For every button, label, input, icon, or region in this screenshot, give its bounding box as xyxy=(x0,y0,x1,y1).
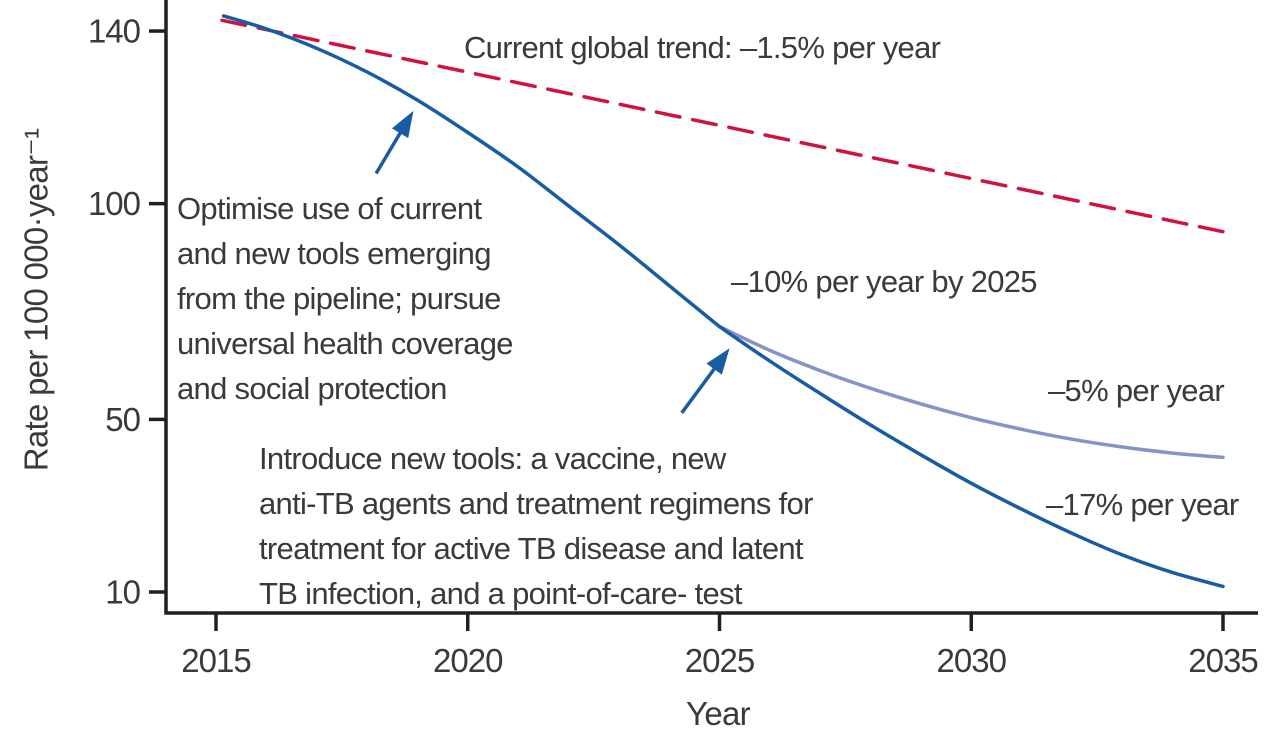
y-tick-label: 100 xyxy=(88,185,141,222)
x-tick-label: 2035 xyxy=(1188,642,1257,679)
series-without-new-tools xyxy=(717,324,1225,460)
optimise-note: Optimise use of current and new tools em… xyxy=(177,191,513,406)
x-tick-label: 2020 xyxy=(433,642,503,679)
x-tick-label: 2025 xyxy=(685,642,754,679)
optimise-arrow-head xyxy=(391,110,414,139)
series-current-global-trend xyxy=(220,18,1225,234)
y-tick-label: 50 xyxy=(105,401,140,438)
x-axis-title: Year xyxy=(686,695,751,732)
x-tick-label: 2030 xyxy=(937,642,1007,679)
introduce-arrow-shaft xyxy=(680,364,718,414)
y-axis-title: Rate per 100 000·year⁻¹ xyxy=(17,128,55,472)
rate-17-percent-label: –17% per year xyxy=(1046,487,1239,522)
y-tick-label: 10 xyxy=(105,574,140,611)
rate-5-percent-label: –5% per year xyxy=(1048,373,1225,408)
x-tick-label: 2015 xyxy=(181,642,250,679)
y-tick-label: 140 xyxy=(88,13,141,50)
introduce-note: Introduce new tools: a vaccine, new anti… xyxy=(259,441,813,611)
trend-line-label: Current global trend: –1.5% per year xyxy=(464,30,941,65)
introduce-arrow-head xyxy=(706,348,730,375)
optimise-arrow-shaft xyxy=(374,128,404,175)
series-optimise-current-and-new-tools xyxy=(221,14,722,329)
rate-10-percent-label: –10% per year by 2025 xyxy=(731,264,1038,299)
series-introduce-new-tools xyxy=(717,324,1225,589)
